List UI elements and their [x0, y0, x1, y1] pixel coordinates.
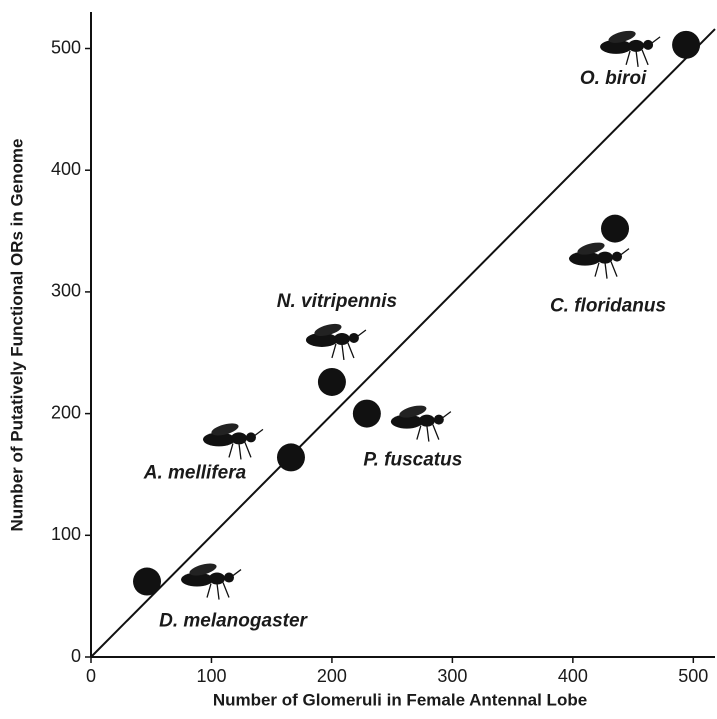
point-label: C. floridanus — [550, 296, 666, 317]
y-axis-label: Number of Putatively Functional ORs in G… — [7, 139, 26, 532]
insect-head — [224, 573, 234, 583]
y-tick-label: 400 — [51, 159, 81, 179]
y-tick-label: 100 — [51, 524, 81, 544]
point-label: D. melanogaster — [159, 611, 308, 632]
point — [318, 368, 346, 396]
point-label: O. biroi — [580, 68, 647, 89]
insect-icon — [391, 403, 451, 441]
x-tick-label: 0 — [86, 666, 96, 686]
x-axis-label: Number of Glomeruli in Female Antennal L… — [213, 690, 587, 709]
point-label: N. vitripennis — [277, 291, 397, 312]
insect-icon — [203, 421, 263, 459]
y-tick-label: 300 — [51, 281, 81, 301]
x-tick-label: 200 — [317, 666, 347, 686]
point — [672, 31, 700, 59]
insect-head — [434, 415, 444, 425]
point-label: P. fuscatus — [363, 450, 462, 471]
insect-head — [246, 432, 256, 442]
insect-icon — [600, 28, 660, 66]
point — [601, 215, 629, 243]
y-tick-label: 0 — [71, 646, 81, 666]
point — [133, 568, 161, 596]
x-tick-label: 100 — [196, 666, 226, 686]
insect-head — [612, 252, 622, 262]
y-tick-label: 500 — [51, 37, 81, 57]
y-tick-label: 200 — [51, 402, 81, 422]
insect-icon — [181, 561, 241, 599]
insect-head — [349, 333, 359, 343]
point-label: A. mellifera — [143, 462, 247, 483]
insect-icon — [569, 240, 629, 278]
insect-head — [643, 40, 653, 50]
fit-line — [91, 29, 715, 657]
insect-icon — [306, 322, 366, 360]
chart: Number of Glomeruli in Female Antennal L… — [0, 0, 717, 719]
x-tick-label: 300 — [437, 666, 467, 686]
x-tick-label: 500 — [678, 666, 708, 686]
point — [353, 400, 381, 428]
x-tick-label: 400 — [558, 666, 588, 686]
point — [277, 443, 305, 471]
